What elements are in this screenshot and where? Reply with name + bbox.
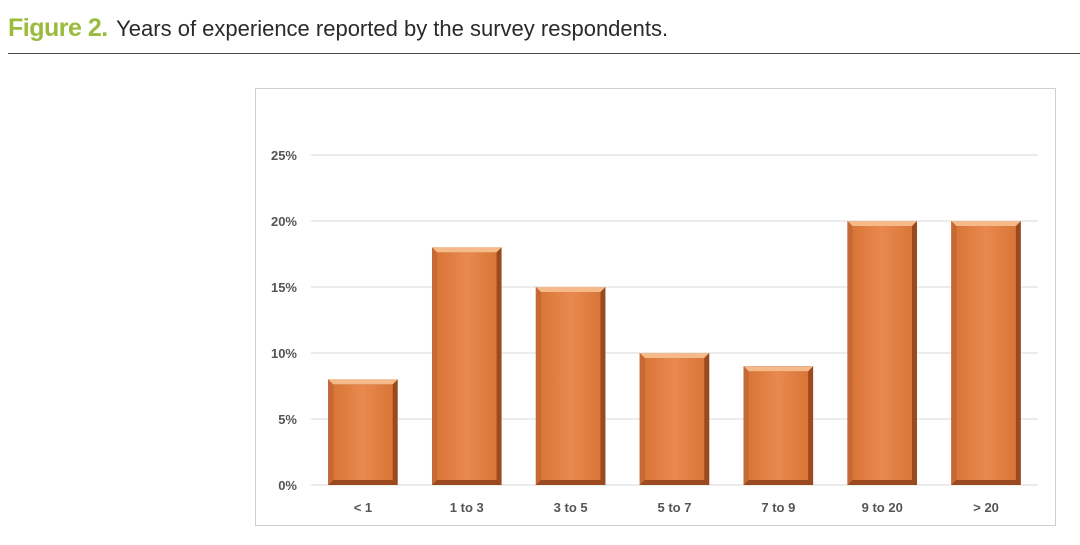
bar-bevel-left	[847, 221, 853, 485]
bar-bevel-top	[535, 287, 606, 292]
figure-label: Figure 2.	[8, 14, 108, 42]
y-tick-label: 25%	[271, 148, 297, 163]
bar-bevel-top	[328, 379, 398, 385]
x-tick-label: 1 to 3	[450, 500, 484, 515]
y-tick-label: 5%	[278, 412, 297, 427]
bar	[535, 287, 606, 485]
bar	[328, 379, 398, 485]
x-axis-tick-labels: < 1 1 to 3 3 to 5 5 to 7 7 to 9 9 to 20 > 20	[354, 500, 999, 515]
bar-face	[748, 371, 809, 480]
y-tick-label: 0%	[278, 478, 297, 493]
bar-bevel-left	[431, 247, 437, 485]
y-tick-label: 10%	[271, 346, 297, 361]
y-tick-label: 15%	[271, 280, 297, 295]
bar-bevel-top	[847, 221, 918, 226]
bar-face	[852, 226, 913, 480]
bar-bevel-top	[951, 221, 1021, 226]
bar-face	[333, 384, 393, 480]
bar	[431, 247, 502, 485]
bar-bevel-top	[431, 247, 502, 253]
bar-bevel-left	[535, 287, 541, 485]
bar-bevel-left	[951, 221, 957, 485]
figure-caption: Figure 2. Years of experience reported b…	[8, 14, 1080, 54]
bar-face	[956, 226, 1016, 480]
x-tick-label: 9 to 20	[862, 500, 903, 515]
bar-face	[436, 252, 497, 480]
x-tick-label: > 20	[973, 500, 999, 515]
bar-face	[540, 292, 601, 480]
x-tick-label: 7 to 9	[761, 500, 795, 515]
x-tick-label: 5 to 7	[658, 500, 692, 515]
bar	[847, 221, 918, 485]
figure-caption-text: Years of experience reported by the surv…	[116, 16, 669, 41]
bar-bevel-left	[639, 353, 645, 485]
bar-bevel-left	[743, 366, 749, 485]
x-tick-label: < 1	[354, 500, 372, 515]
bar-bevel-left	[328, 379, 334, 485]
y-axis-tick-labels: 0% 5% 10% 15% 20% 25%	[271, 148, 297, 493]
x-tick-label: 3 to 5	[554, 500, 588, 515]
y-tick-label: 20%	[271, 214, 297, 229]
bar-bevel-top	[743, 366, 814, 372]
bar	[951, 221, 1021, 485]
bar-face	[644, 358, 705, 480]
bar	[743, 366, 814, 485]
bar	[639, 353, 710, 485]
bar-bevel-top	[639, 353, 710, 358]
bars	[328, 221, 1021, 485]
